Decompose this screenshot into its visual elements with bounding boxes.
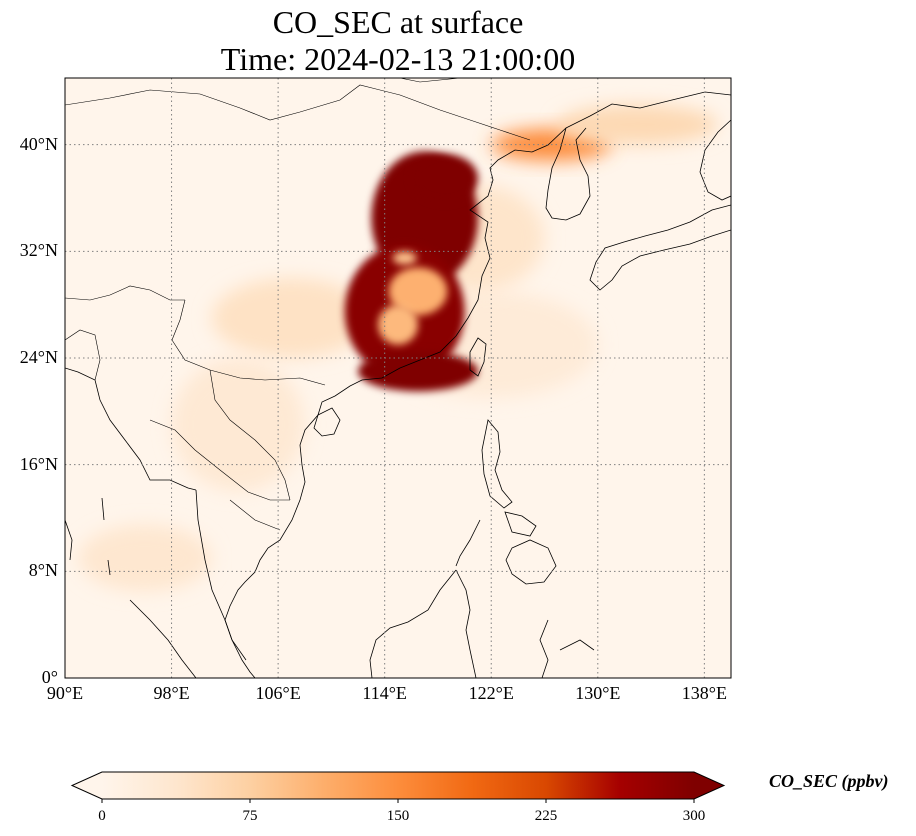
lat-tick-label: 0°	[41, 667, 58, 687]
plume-region	[211, 278, 372, 358]
map-subtitle-time: Time: 2024-02-13 21:00:00	[220, 41, 576, 77]
map-frame	[64, 77, 732, 679]
coastline-visayas	[504, 511, 537, 537]
lon-tick-label: 122°E	[468, 683, 514, 703]
lat-tick-label: 16°N	[19, 453, 58, 474]
colorbar-tickmarks	[101, 799, 695, 803]
lat-tick-label: 40°N	[19, 133, 58, 154]
coastline-japan	[589, 204, 731, 291]
border-bangladesh	[65, 329, 101, 381]
coastline-palawan	[455, 519, 481, 567]
lat-tick-label: 32°N	[19, 240, 58, 261]
colorbar-label: CO_SEC (ppbv)	[769, 771, 889, 791]
colorbar-tick-label: 75	[242, 808, 258, 824]
coastline-malay	[195, 489, 247, 661]
gridlines	[65, 78, 731, 678]
border-mongolia	[65, 84, 531, 141]
plume-inner-low	[378, 304, 418, 345]
plume-inner-low	[388, 267, 448, 316]
colorbar-tick-label: 150	[386, 808, 410, 824]
colorbar	[70, 771, 726, 803]
coastline-mindanao	[505, 539, 557, 585]
coastline-borneo	[369, 569, 477, 678]
colorbar-tick-label: 300	[682, 808, 706, 824]
coastlines	[65, 91, 731, 678]
lon-tick-label: 106°E	[255, 683, 301, 703]
plume-inner-low	[392, 251, 417, 265]
border-russia	[399, 78, 461, 83]
colorbar-tick-label: 225	[534, 808, 558, 824]
map-title: CO_SEC at surface	[272, 4, 524, 40]
lon-tick-label: 138°E	[681, 683, 727, 703]
country-borders	[65, 78, 531, 531]
colorbar-extend-min	[72, 772, 102, 799]
lon-tick-label: 90°E	[46, 683, 84, 703]
coastline-mainland	[224, 91, 731, 678]
plume-region	[171, 358, 305, 492]
coastline-myanmar	[65, 367, 197, 491]
plume-region	[557, 104, 718, 145]
coastline-sulawesi	[539, 619, 595, 678]
coastline-japan-north	[699, 119, 731, 201]
colorbar-extend-max	[694, 772, 724, 799]
map-panel	[64, 77, 732, 679]
coastline-west-edge	[65, 519, 73, 561]
lon-tick-label: 98°E	[153, 683, 190, 703]
coastline-taiwan	[469, 337, 487, 377]
coastline-korea	[545, 127, 591, 221]
coastline-hainan	[313, 407, 341, 437]
plume-region	[78, 524, 212, 592]
coastline-sumatra	[129, 599, 197, 678]
colorbar-tick-label: 0	[98, 808, 106, 824]
plume-core	[358, 351, 478, 392]
plume-core	[411, 154, 478, 202]
border-india-china	[65, 285, 185, 301]
border-cambodia	[229, 499, 281, 531]
lon-tick-label: 114°E	[362, 683, 407, 703]
border-thailand	[149, 419, 290, 501]
colorbar-gradient	[102, 772, 694, 799]
coastline-andaman	[101, 497, 111, 576]
lat-tick-label: 8°N	[28, 560, 58, 581]
lon-tick-label: 130°E	[575, 683, 621, 703]
lat-tick-label: 24°N	[19, 347, 58, 367]
coastline-luzon	[481, 419, 513, 509]
border-laos-vietnam	[209, 369, 291, 501]
